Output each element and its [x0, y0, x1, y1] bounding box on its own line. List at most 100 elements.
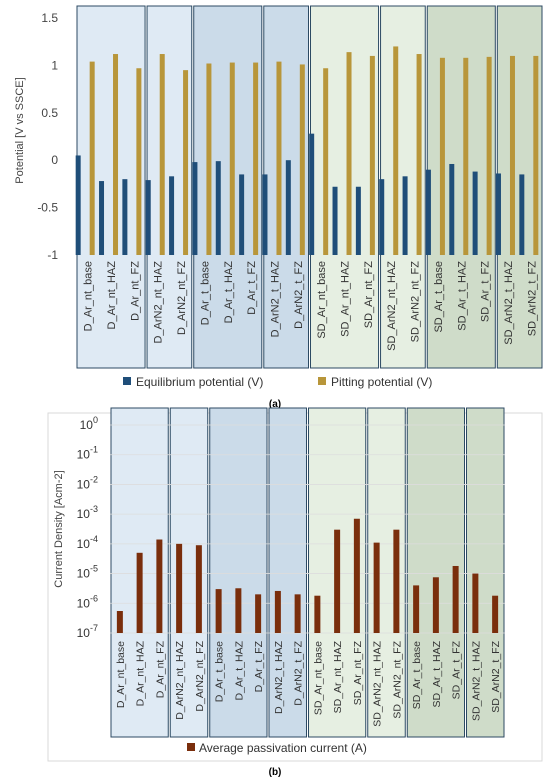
bar-pitting — [229, 62, 235, 255]
bar-pitting — [463, 57, 469, 256]
y-tick-label: 10-2 — [77, 474, 98, 491]
bar-passivation — [393, 529, 400, 633]
group-box — [310, 5, 380, 369]
x-tick-label: D_ArN2_nt_FZ — [176, 261, 188, 335]
x-tick-label: SD_Ar_nt_HAZ — [340, 261, 352, 337]
x-tick-label: SD_Ar_t_FZ — [480, 261, 492, 322]
y-tick-label: 10-1 — [77, 445, 98, 462]
x-tick-label: D_Ar_t_FZ — [253, 640, 265, 692]
bar-equilibrium — [215, 161, 221, 255]
legend-b: Average passivation current (A) — [187, 741, 367, 755]
x-tick-label: D_ArN2_t_FZ — [293, 261, 305, 329]
panel-label-b: (b) — [269, 767, 282, 778]
group-box — [193, 5, 263, 369]
bar-equilibrium — [169, 176, 175, 255]
y-tick-label: 10-6 — [77, 593, 98, 610]
bar-pitting — [393, 46, 399, 255]
x-tick-label: D_ArN2_nt_HAZ — [174, 640, 186, 719]
y-tick-label: 10-4 — [77, 534, 98, 551]
bar-pitting — [439, 57, 445, 256]
legend-swatch-passivation — [187, 743, 195, 751]
bar-passivation — [136, 552, 143, 633]
bar-pitting — [183, 70, 189, 255]
x-tick-label: SD_ArN2_t_FZ — [526, 261, 538, 336]
group-box — [426, 5, 496, 369]
y-tick-label: -1 — [47, 248, 58, 262]
bar-passivation — [195, 545, 202, 633]
y-tick-label: 10-5 — [77, 564, 98, 581]
bar-equilibrium — [192, 162, 198, 255]
x-tick-label: D_Ar_nt_base — [83, 261, 95, 331]
x-tick-label: SD_ArN2_t_HAZ — [470, 640, 482, 721]
bar-passivation — [452, 565, 459, 633]
bar-equilibrium — [402, 176, 408, 255]
legend-label-pitting: Pitting potential (V) — [331, 375, 432, 389]
bar-pitting — [276, 61, 282, 255]
bar-passivation — [235, 588, 242, 633]
x-tick-label: SD_Ar_nt_FZ — [352, 640, 364, 705]
x-tick-label: D_Ar_nt_HAZ — [135, 640, 147, 706]
bar-equilibrium — [285, 160, 291, 255]
x-tick-label: D_ArN2_t_HAZ — [273, 640, 285, 714]
y-tick-label: -0.5 — [37, 201, 58, 215]
x-tick-label: D_Ar_t_FZ — [246, 261, 258, 315]
bar-equilibrium — [355, 186, 361, 255]
bar-passivation — [215, 589, 222, 633]
bar-pitting — [533, 55, 539, 255]
legend-swatch-equilibrium — [123, 377, 131, 385]
legend-a: Equilibrium potential (V) Pitting potenti… — [123, 375, 432, 389]
bar-pitting — [416, 54, 422, 255]
group-box — [76, 5, 146, 369]
x-tick-label: SD_ArN2_nt_FZ — [391, 640, 403, 718]
x-tick-label: SD_Ar_t_base — [411, 641, 423, 709]
bar-equilibrium — [449, 163, 455, 255]
bar-equilibrium — [145, 180, 151, 255]
legend-swatch-pitting — [318, 377, 326, 385]
bar-passivation — [255, 594, 262, 633]
bar-passivation — [176, 543, 183, 633]
y-tick-label: 10-7 — [77, 623, 98, 640]
bar-passivation — [116, 611, 123, 633]
group-box — [466, 407, 505, 738]
chart-a-potential: -1 -0.5 0 0.5 1 1.5 Potential [V vs SSCE] D_Ar_… — [14, 5, 543, 389]
x-tick-label: SD_Ar_t_HAZ — [431, 640, 443, 707]
bar-pitting — [369, 55, 375, 255]
y-tick-label: 0 — [51, 153, 58, 167]
x-tick-label: D_ArN2_t_HAZ — [269, 261, 281, 338]
bar-equilibrium — [309, 133, 315, 255]
y-tick-label: 1 — [51, 58, 58, 72]
bar-equilibrium — [472, 171, 478, 255]
bar-equilibrium — [239, 174, 245, 255]
bar-passivation — [294, 594, 301, 633]
x-tick-label: D_ArN2_nt_FZ — [194, 640, 206, 711]
x-tick-label: SD_Ar_nt_base — [316, 261, 328, 339]
x-tick-label: SD_Ar_nt_base — [312, 641, 324, 715]
x-tick-label: SD_Ar_t_FZ — [451, 640, 463, 699]
legend-label-passivation: Average passivation current (A) — [199, 741, 367, 755]
y-tick-label: 0.5 — [41, 106, 58, 120]
bar-pitting — [206, 63, 212, 256]
legend-label-equilibrium: Equilibrium potential (V) — [136, 375, 263, 389]
bar-equilibrium — [122, 179, 128, 255]
x-tick-label: D_Ar_t_HAZ — [233, 640, 245, 700]
bar-passivation — [314, 595, 321, 633]
x-tick-label: SD_ArN2_nt_HAZ — [386, 261, 398, 351]
x-tick-label: SD_Ar_nt_FZ — [363, 261, 375, 329]
x-tick-label: D_Ar_nt_FZ — [154, 640, 166, 698]
bar-passivation — [472, 573, 479, 633]
y-axis-label: Potential [V vs SSCE] — [14, 77, 26, 183]
x-tick-label: D_Ar_t_base — [214, 641, 226, 702]
y-tick-label: 10-3 — [77, 504, 98, 521]
bar-passivation — [413, 585, 420, 633]
chart-b-current-density: 10-7 10-6 10-5 10-4 10-3 10-2 10-1 100 Current D… — [47, 407, 543, 762]
bar-pitting — [509, 55, 515, 255]
group-box — [209, 407, 268, 738]
x-tick-label: SD_ArN2_nt_HAZ — [372, 640, 384, 726]
bar-equilibrium — [332, 186, 338, 255]
x-tick-label: D_Ar_nt_base — [115, 641, 127, 708]
bar-equilibrium — [379, 179, 385, 255]
bar-pitting — [346, 52, 352, 256]
x-tick-label: SD_ArN2_nt_FZ — [410, 261, 422, 343]
x-tick-label: D_Ar_t_HAZ — [223, 261, 235, 324]
